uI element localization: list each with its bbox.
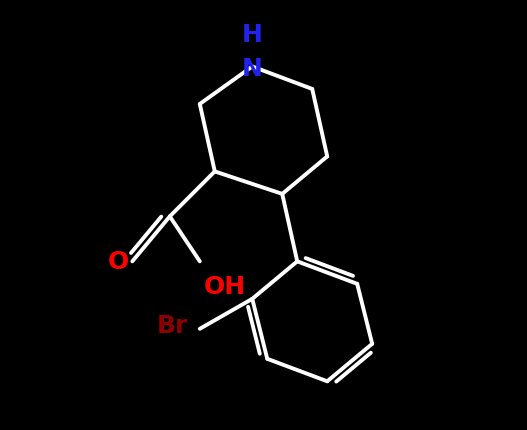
Text: N: N: [242, 57, 262, 81]
Text: Br: Br: [157, 313, 189, 337]
Text: OH: OH: [203, 275, 246, 299]
Text: O: O: [108, 250, 129, 274]
Text: H: H: [242, 23, 262, 47]
